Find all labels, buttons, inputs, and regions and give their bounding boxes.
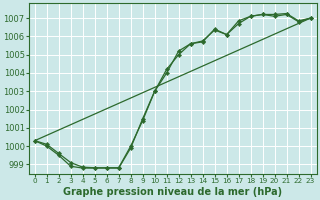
X-axis label: Graphe pression niveau de la mer (hPa): Graphe pression niveau de la mer (hPa) bbox=[63, 187, 282, 197]
